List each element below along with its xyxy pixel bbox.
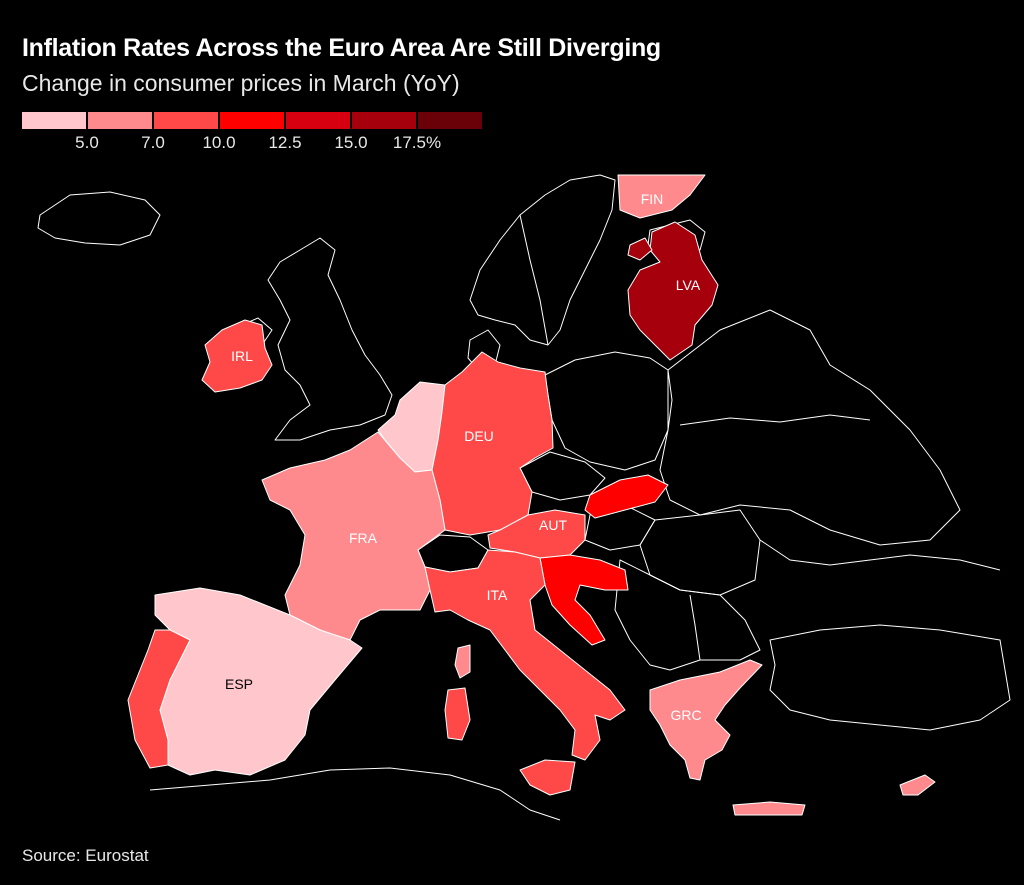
- label-irl: IRL: [231, 348, 253, 364]
- legend-tick-label: 5.0: [75, 133, 99, 152]
- legend-tick-label: 7.0: [141, 133, 165, 152]
- country-est[interactable]: [627, 237, 653, 261]
- euro-area-countries: [127, 174, 936, 816]
- label-grc: GRC: [670, 707, 701, 723]
- legend-swatch: [286, 112, 350, 129]
- legend-tick-label: 12.5: [268, 133, 302, 152]
- scandinavia-outline: [469, 174, 616, 346]
- great-britain-outline: [267, 237, 393, 441]
- balkans-outline: [614, 559, 761, 671]
- color-legend: 5.0 7.0 10.0 12.5 15.0 17.5%: [22, 112, 484, 153]
- czechia-outline: [519, 451, 606, 501]
- country-labels: FIN LVA IRL DEU FRA AUT ITA ESP GRC: [225, 191, 702, 723]
- legend-tick-label: 17.5%: [392, 133, 442, 152]
- country-ita[interactable]: [424, 549, 626, 761]
- legend-swatch: [418, 112, 482, 129]
- country-fra-corsica[interactable]: [454, 644, 471, 679]
- country-prt[interactable]: [127, 629, 191, 769]
- legend-tick-label: 15.0: [334, 133, 368, 152]
- country-lva[interactable]: [627, 221, 719, 361]
- legend-swatch: [220, 112, 284, 129]
- label-fin: FIN: [641, 191, 664, 207]
- country-ita-sicily[interactable]: [519, 759, 576, 796]
- label-aut: AUT: [539, 517, 567, 533]
- iceland-outline: [37, 191, 161, 246]
- label-fra: FRA: [349, 530, 378, 546]
- country-hrv[interactable]: [539, 554, 629, 646]
- label-ita: ITA: [487, 587, 508, 603]
- country-grc-crete[interactable]: [732, 801, 806, 816]
- eastern-europe-outline: [659, 309, 961, 546]
- label-esp: ESP: [225, 676, 253, 692]
- country-ita-sardinia[interactable]: [444, 687, 471, 741]
- map-subtitle: Change in consumer prices in March (YoY): [22, 70, 460, 96]
- norway-sweden-border: [519, 214, 549, 346]
- label-deu: DEU: [464, 428, 494, 444]
- legend-swatch: [22, 112, 86, 129]
- belarus-ukraine-border: [679, 414, 871, 426]
- legend-ticks: 5.0 7.0 10.0 12.5 15.0 17.5%: [22, 129, 484, 153]
- country-fin[interactable]: [617, 174, 706, 219]
- country-cyp[interactable]: [899, 774, 936, 796]
- romania-outline: [639, 509, 761, 596]
- map-title: Inflation Rates Across the Euro Area Are…: [22, 34, 661, 62]
- serbia-bulgaria-border: [689, 594, 701, 661]
- label-lva: LVA: [676, 277, 701, 293]
- country-grc[interactable]: [649, 659, 763, 781]
- non-euro-area-borders: [37, 174, 1011, 821]
- black-sea-coast: [759, 539, 1001, 571]
- turkey-outline: [769, 624, 1011, 731]
- legend-bar: [22, 112, 484, 129]
- legend-swatch: [352, 112, 416, 129]
- country-svk[interactable]: [584, 474, 669, 519]
- source-note: Source: Eurostat: [22, 846, 149, 865]
- country-deu[interactable]: [431, 351, 554, 536]
- legend-tick-label: 10.0: [202, 133, 236, 152]
- legend-swatch: [88, 112, 152, 129]
- north-africa-coast: [149, 767, 561, 821]
- legend-swatch: [154, 112, 218, 129]
- poland-outline: [544, 351, 673, 471]
- country-irl[interactable]: [201, 319, 273, 393]
